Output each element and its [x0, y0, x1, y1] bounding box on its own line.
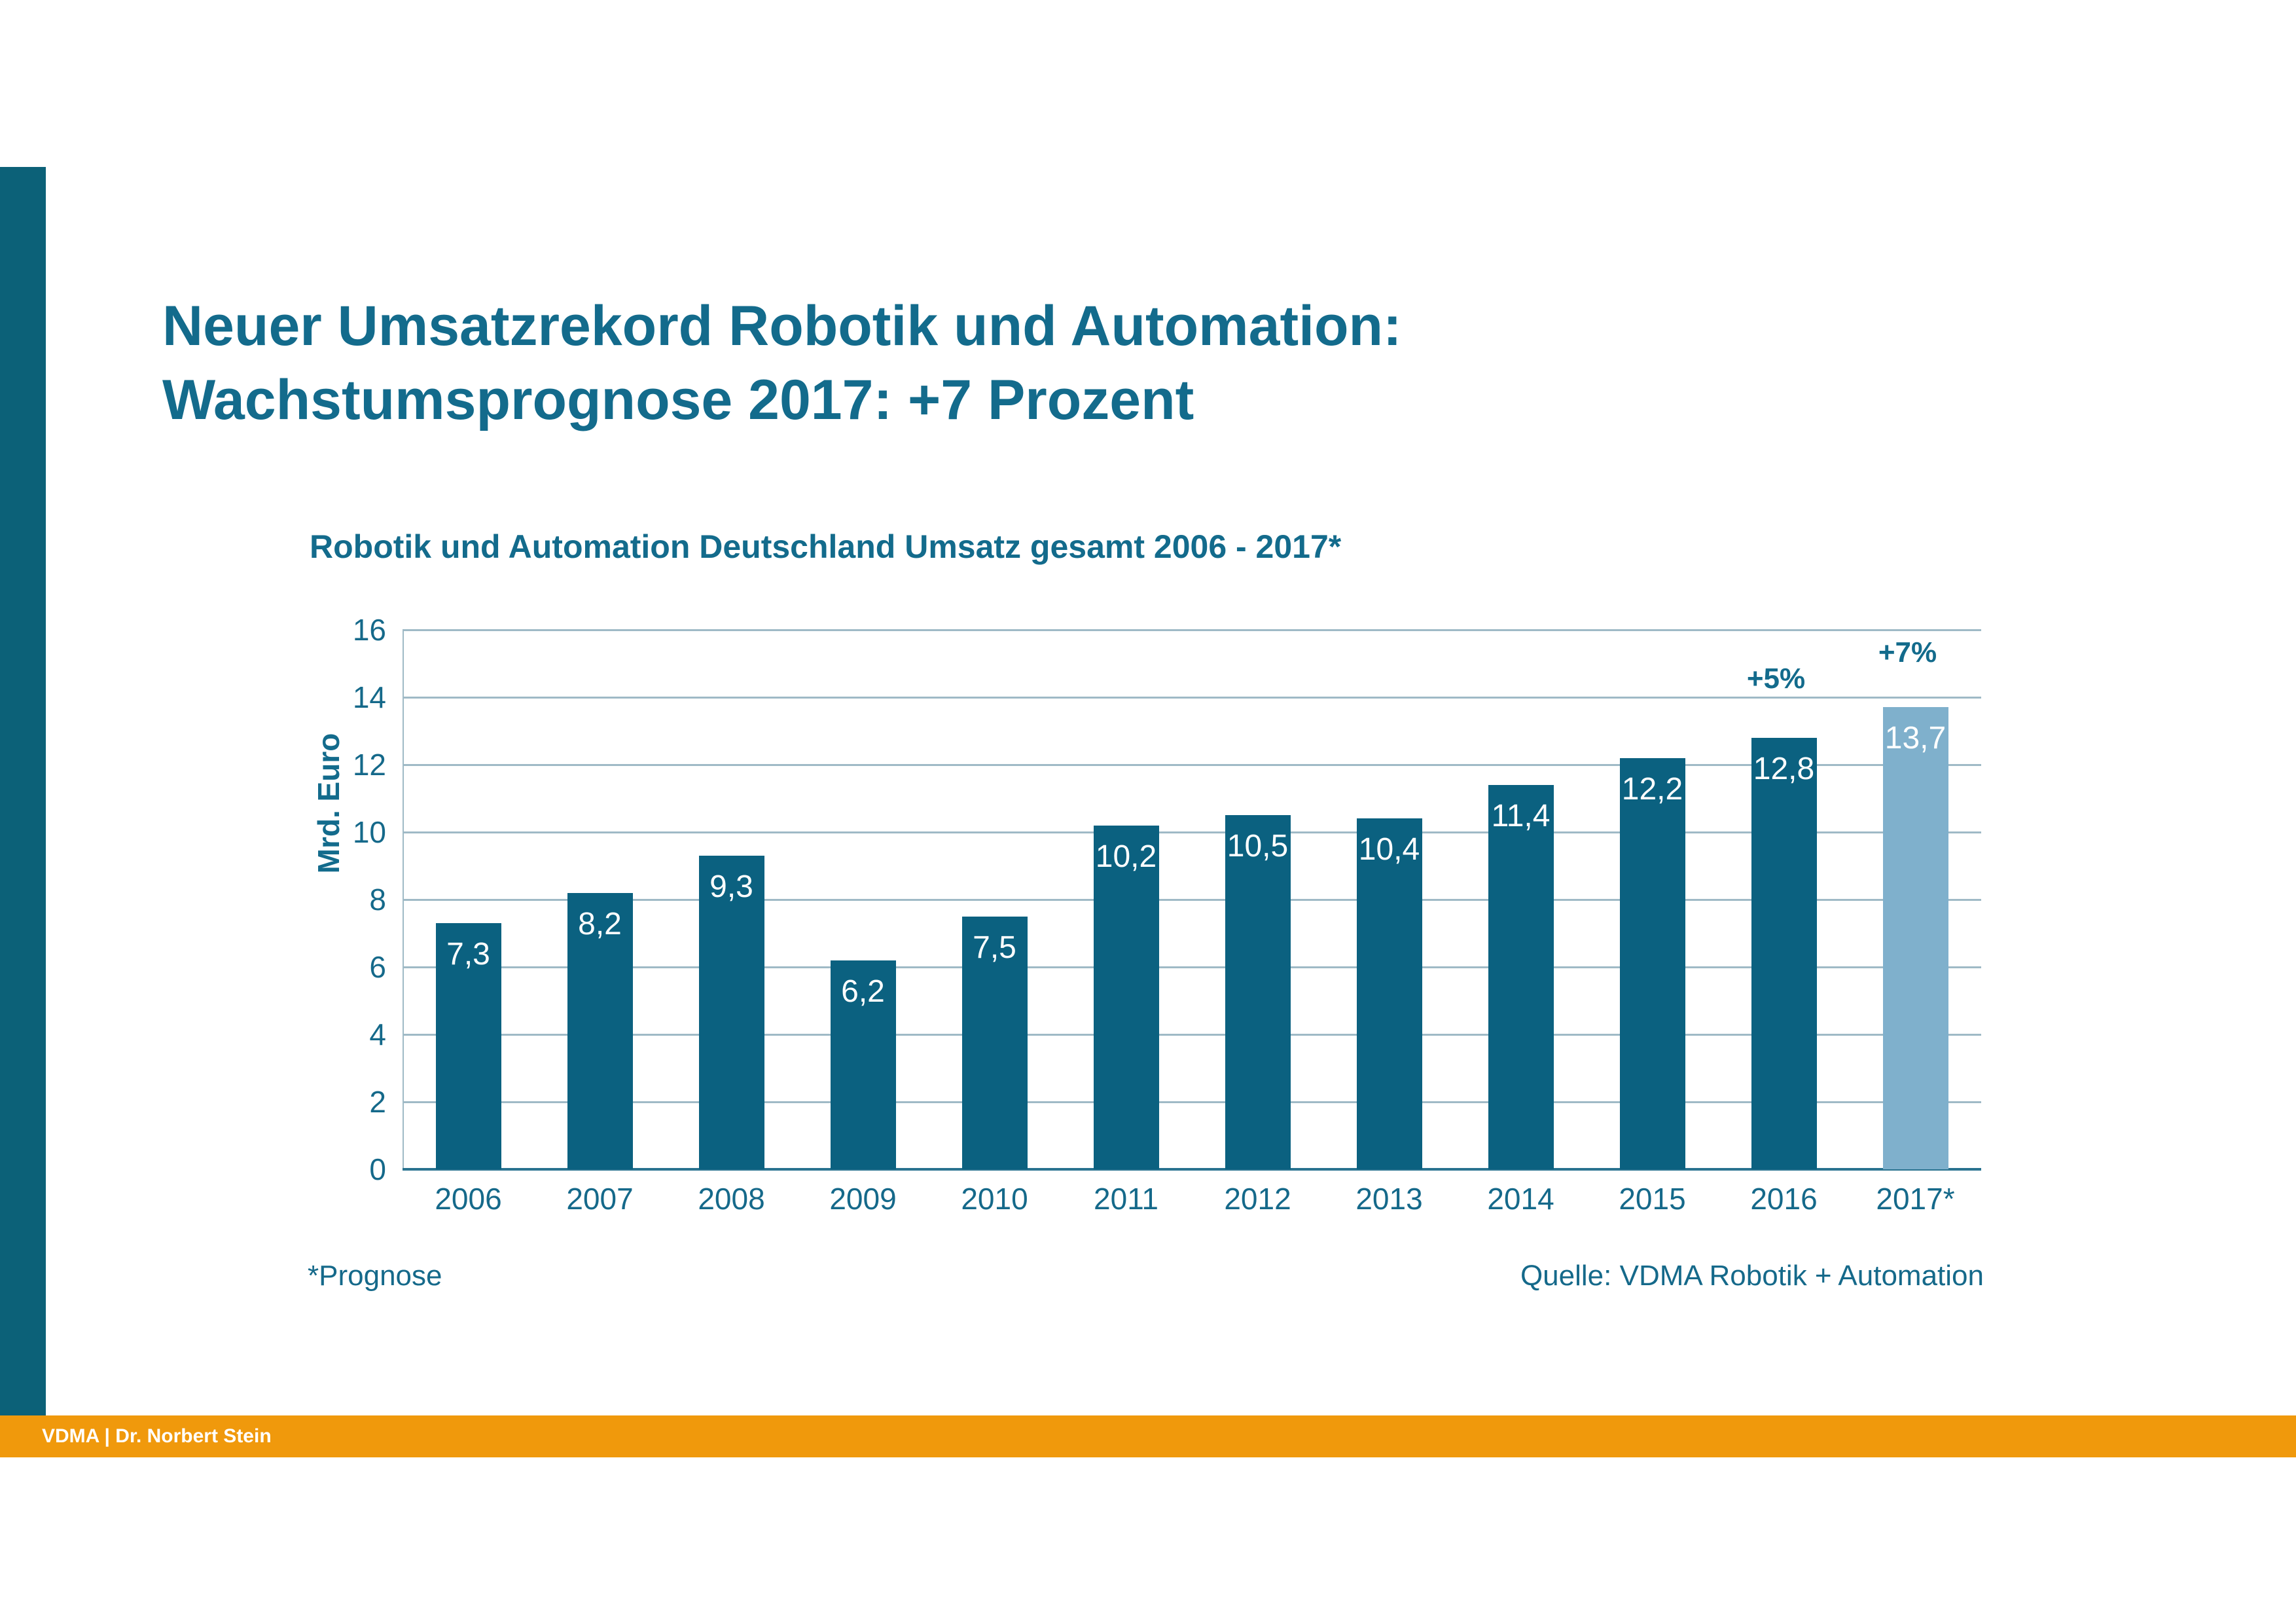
x-tick-label-2011: 2011 — [1094, 1182, 1158, 1216]
gridline-14 — [403, 697, 1981, 699]
bar-2006 — [435, 923, 501, 1169]
x-tick-label-2007: 2007 — [566, 1182, 634, 1216]
bar-2008 — [698, 856, 764, 1169]
bar-value-label-2010: 7,5 — [973, 930, 1016, 965]
bar-value-label-2008: 9,3 — [709, 869, 753, 905]
annotation-5: +5% — [1746, 663, 1806, 695]
bar-2013 — [1356, 818, 1422, 1169]
bar-value-label-2017*: 13,7 — [1884, 721, 1946, 756]
y-tick-label-4: 4 — [369, 1017, 386, 1051]
bar-2007 — [567, 892, 633, 1169]
y-tick-label-6: 6 — [369, 950, 386, 984]
gridline-6 — [403, 966, 1981, 968]
page-title: Neuer Umsatzrekord Robotik und Automatio… — [162, 289, 1402, 437]
gridline-2 — [403, 1101, 1981, 1103]
y-tick-label-16: 16 — [352, 613, 386, 647]
x-tick-label-2006: 2006 — [435, 1182, 502, 1216]
bar-value-label-2014: 11,4 — [1491, 798, 1551, 833]
y-tick-label-10: 10 — [352, 815, 386, 849]
y-tick-label-0: 0 — [369, 1152, 386, 1186]
bar-value-label-2015: 12,2 — [1621, 771, 1683, 807]
bar-value-label-2012: 10,5 — [1227, 829, 1289, 864]
x-tick-label-2008: 2008 — [698, 1182, 765, 1216]
x-axis-baseline — [403, 1168, 1981, 1171]
page-title-line-1: Neuer Umsatzrekord Robotik und Automatio… — [162, 295, 1402, 357]
x-tick-label-2010: 2010 — [961, 1182, 1028, 1216]
page-title-line-2: Wachstumsprognose 2017: +7 Prozent — [162, 369, 1194, 431]
x-tick-label-2013: 2013 — [1355, 1182, 1423, 1216]
footer-text: VDMA | Dr. Norbert Stein — [42, 1425, 272, 1447]
bar-2017* — [1882, 707, 1948, 1169]
x-tick-label-2015: 2015 — [1619, 1182, 1686, 1216]
bar-value-label-2009: 6,2 — [841, 974, 885, 1009]
bar-value-label-2013: 10,4 — [1358, 832, 1420, 867]
x-tick-label-2017*: 2017* — [1876, 1182, 1955, 1216]
bar-2010 — [961, 916, 1028, 1169]
bar-value-label-2016: 12,8 — [1753, 751, 1815, 786]
bar-value-label-2007: 8,2 — [578, 906, 622, 941]
x-tick-label-2016: 2016 — [1750, 1182, 1818, 1216]
gridline-16 — [403, 629, 1981, 631]
gridline-4 — [403, 1034, 1981, 1036]
y-tick-label-8: 8 — [369, 883, 386, 917]
annotation-7: +7% — [1878, 636, 1937, 668]
x-tick-label-2014: 2014 — [1487, 1182, 1554, 1216]
bar-value-label-2011: 10,2 — [1095, 839, 1157, 874]
footnote-prognose: *Prognose — [308, 1260, 442, 1292]
gridline-8 — [403, 899, 1981, 901]
source-credit: Quelle: VDMA Robotik + Automation — [1520, 1260, 1984, 1292]
y-tick-label-14: 14 — [352, 680, 386, 714]
bar-2011 — [1093, 825, 1159, 1169]
bar-2012 — [1225, 815, 1291, 1169]
bar-2015 — [1619, 757, 1685, 1169]
bar-2016 — [1751, 737, 1817, 1169]
bar-chart-plot-area — [403, 629, 1981, 1171]
bar-2009 — [830, 960, 896, 1169]
gridline-12 — [403, 764, 1981, 766]
bar-value-label-2006: 7,3 — [446, 937, 490, 972]
gridline-10 — [403, 831, 1981, 833]
x-tick-label-2009: 2009 — [829, 1182, 897, 1216]
y-tick-label-12: 12 — [352, 748, 386, 782]
sidebar-accent-bar — [0, 167, 46, 1415]
x-tick-label-2012: 2012 — [1224, 1182, 1291, 1216]
chart-title: Robotik und Automation Deutschland Umsat… — [310, 528, 1342, 565]
y-tick-label-2: 2 — [369, 1085, 386, 1119]
footer-bar: VDMA | Dr. Norbert Stein — [0, 1415, 2296, 1457]
bar-2014 — [1488, 784, 1554, 1169]
